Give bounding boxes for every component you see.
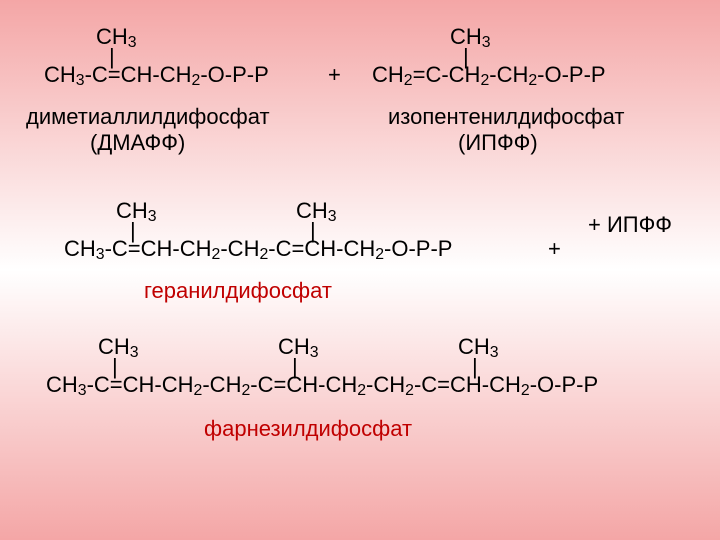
ipp-name-line1: изопентенилдифосфат <box>388 104 624 130</box>
fpp-ch3-1: CH3 <box>98 334 139 362</box>
gpp-name: геранилдифосфат <box>144 278 332 304</box>
dmapp-name-line2: (ДМАФФ) <box>90 130 185 156</box>
gpp-chain: CH3-C=CH-CH2-CH2-C=CH-CH2-O-P-P <box>64 236 453 264</box>
dmapp-name-line1: диметиаллилдифосфат <box>26 104 270 130</box>
plus-ipp-label: + ИПФФ <box>588 212 672 238</box>
fpp-chain: CH3-C=CH-CH2-CH2-C=CH-CH2-CH2-C=CH-CH2-O… <box>46 372 598 400</box>
gpp-ch3-2: CH3 <box>296 198 337 226</box>
gpp-ch3-1: CH3 <box>116 198 157 226</box>
ipp-chain: CH2=C-CH2-CH2-O-P-P <box>372 62 606 90</box>
dmapp-chain: CH3-C=CH-CH2-O-P-P <box>44 62 269 90</box>
plus-1: + <box>328 62 341 88</box>
plus-2: + <box>548 236 561 262</box>
fpp-name: фарнезилдифосфат <box>204 416 412 442</box>
ipp-name-line2: (ИПФФ) <box>458 130 538 156</box>
ipp-ch3-top: CH3 <box>450 24 491 52</box>
dmapp-ch3-top: CH3 <box>96 24 137 52</box>
fpp-ch3-2: CH3 <box>278 334 319 362</box>
fpp-ch3-3: CH3 <box>458 334 499 362</box>
diagram-content: CH3 | CH3-C=CH-CH2-O-P-P + CH3 | CH2=C-C… <box>18 18 702 522</box>
